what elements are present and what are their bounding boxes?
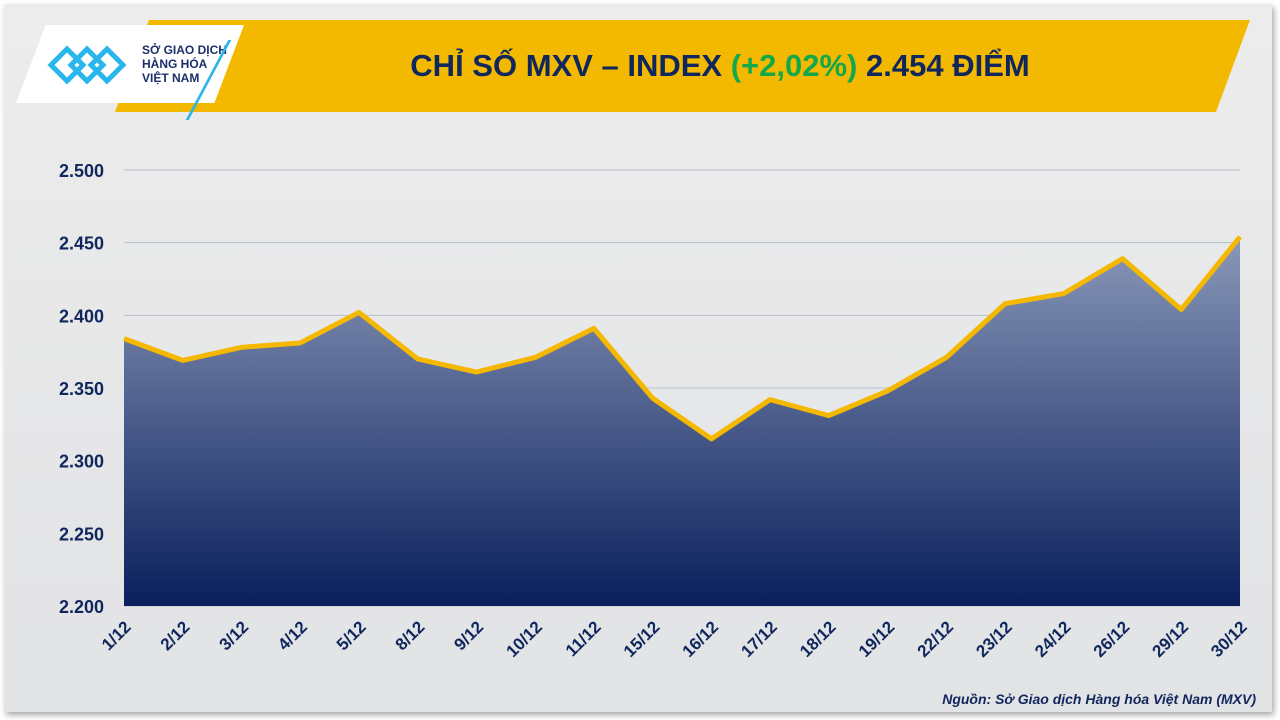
x-tick-label: 3/12 — [215, 617, 252, 654]
x-tick-label: 1/12 — [98, 617, 135, 654]
x-tick-label: 17/12 — [737, 617, 781, 661]
logo-mark-icon — [47, 45, 126, 85]
y-tick-label: 2.450 — [59, 234, 104, 254]
title-text: CHỈ SỐ MXV – INDEX — [410, 48, 723, 83]
x-tick-label: 16/12 — [679, 617, 723, 661]
y-tick-label: 2.300 — [59, 452, 104, 472]
x-tick-label: 4/12 — [274, 617, 311, 654]
change-percent: (+2,02%) — [730, 48, 858, 83]
index-value: 2.454 ĐIỂM — [866, 48, 1030, 83]
x-tick-label: 24/12 — [1031, 617, 1075, 661]
x-tick-label: 11/12 — [562, 617, 605, 660]
y-tick-label: 2.350 — [59, 379, 104, 399]
x-tick-label: 23/12 — [972, 617, 1016, 661]
logo-line: HÀNG HÓA — [142, 57, 208, 71]
source-note: Nguồn: Sở Giao dịch Hàng hóa Việt Nam (M… — [942, 691, 1256, 707]
x-tick-label: 10/12 — [502, 617, 546, 661]
x-tick-label: 30/12 — [1207, 617, 1251, 661]
x-tick-label: 26/12 — [1090, 617, 1134, 661]
x-tick-label: 18/12 — [796, 617, 840, 661]
logo-line: VIỆT NAM — [142, 71, 200, 85]
logo-line: SỞ GIAO DỊCH — [142, 43, 227, 57]
y-tick-label: 2.400 — [59, 306, 104, 326]
x-tick-label: 15/12 — [620, 617, 664, 661]
x-tick-label: 29/12 — [1149, 617, 1193, 661]
chart-title: CHỈ SỐ MXV – INDEX (+2,02%) 2.454 ĐIỂM — [250, 48, 1190, 84]
title-banner — [115, 20, 1250, 112]
mxv-logo — [16, 25, 244, 103]
x-tick-label: 8/12 — [392, 617, 429, 654]
x-tick-label: 9/12 — [450, 617, 487, 654]
x-tick-label: 22/12 — [914, 617, 958, 661]
y-tick-label: 2.200 — [59, 597, 104, 617]
x-tick-label: 19/12 — [855, 617, 899, 661]
y-tick-label: 2.250 — [59, 524, 104, 544]
x-tick-label: 2/12 — [157, 617, 194, 654]
y-tick-label: 2.500 — [59, 161, 104, 181]
x-tick-label: 5/12 — [333, 617, 370, 654]
logo-text: SỞ GIAO DỊCH HÀNG HÓA VIỆT NAM — [142, 43, 227, 85]
index-line — [123, 235, 1242, 442]
